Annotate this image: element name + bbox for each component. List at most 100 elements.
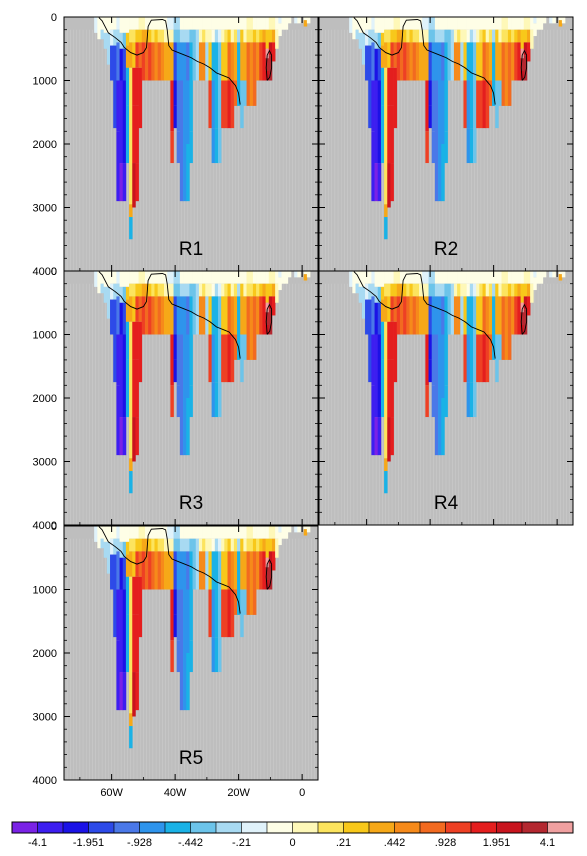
section-cell [390,105,394,164]
section-cell [186,526,190,539]
section-cell [355,271,359,284]
section-cell [110,45,114,81]
section-cell [419,29,423,43]
section-cell [501,296,506,360]
section-cell [485,42,490,81]
section-cell [173,80,178,106]
section-cell [208,296,212,335]
section-cell [217,29,222,43]
section-cell [396,29,401,43]
section-cell [237,526,241,539]
section-cell [141,296,146,335]
section-cell [434,271,439,284]
section-cell [457,296,461,335]
section-cell [160,283,165,297]
section-cell [380,359,385,418]
section-cell [558,271,563,275]
section-cell [431,42,436,81]
section-cell [287,526,292,533]
section-cell [361,17,366,33]
section-cell [463,29,467,43]
section-cell [208,271,212,284]
section-cell [189,589,193,641]
section-cell [224,29,228,43]
section-cell [457,271,461,284]
section-cell [176,526,181,539]
section-cell [198,42,203,81]
section-cell [256,296,260,335]
section-cell [167,271,171,284]
section-cell [384,42,388,68]
section-cell [384,29,388,43]
section-cell [243,334,247,360]
section-cell [447,283,452,297]
section-cell [419,296,423,335]
section-cell [214,80,219,129]
section-cell [202,538,206,552]
section-cell [157,42,162,81]
section-cell [498,283,502,297]
section-cell [227,538,231,552]
section-cell [425,296,429,335]
section-cell [390,67,394,106]
section-cell [507,283,512,297]
section-cell [170,131,174,164]
section-cell [412,271,417,284]
section-cell [141,271,146,284]
section-cell [227,296,231,335]
section-cell [217,42,222,81]
section-cell [460,296,464,335]
section-cell [380,299,385,322]
section-cell [441,271,445,284]
section-cell [173,589,178,615]
section-cell [221,538,225,552]
section-cell [125,45,130,68]
section-cell [151,283,155,297]
colorbar-swatch [241,821,268,834]
section-cell [116,131,120,202]
section-cell [259,526,263,539]
section-cell [284,17,289,30]
section-cell [249,80,254,106]
section-cell [230,283,235,297]
section-cell [463,42,467,81]
section-cell [514,283,518,297]
section-cell [523,271,528,284]
section-cell [393,321,398,383]
section-cell [202,283,206,297]
section-cell [453,271,458,284]
section-cell [533,23,537,37]
section-cell [384,204,388,218]
section-cell [106,286,111,319]
section-cell [110,283,114,300]
section-cell [116,17,120,30]
section-cell [217,382,222,418]
section-cell [450,29,455,43]
section-cell [103,541,108,558]
section-cell [164,283,168,297]
section-cell [198,283,203,297]
section-cell [482,80,486,129]
section-cell [125,105,130,164]
section-cell [103,271,108,287]
section-cell [412,42,417,81]
section-cell [129,283,133,297]
section-cell [438,29,442,43]
section-cell [240,589,244,638]
section-cell [472,382,477,418]
section-cell [476,42,480,81]
section-cell [412,296,417,335]
section-cell [160,538,165,552]
section-cell [186,296,190,335]
section-cell [281,271,285,284]
section-cell [488,296,493,335]
section-cell [469,334,474,383]
section-cell [240,334,244,383]
section-cell [119,163,124,202]
section-cell [530,29,534,49]
section-cell [371,131,375,202]
colorbar-swatch [62,821,90,834]
section-cell [138,17,143,30]
section-cell [514,29,518,43]
y-tick-label: 3000 [33,203,57,215]
